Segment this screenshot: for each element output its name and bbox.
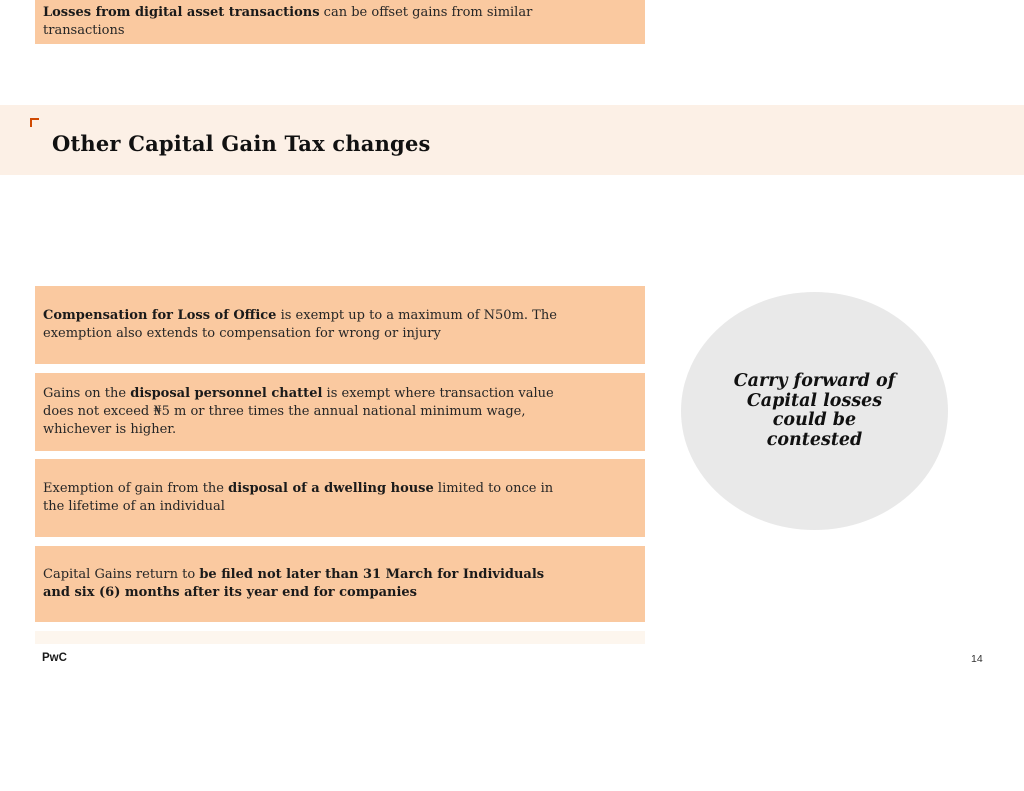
pwc-logo: PwC xyxy=(42,652,67,664)
info-box-text: Gains on the disposal personnel chattel … xyxy=(43,386,554,437)
page-title: Other Capital Gain Tax changes xyxy=(52,131,431,156)
info-box-text: Losses from digital asset transactions c… xyxy=(43,5,533,38)
callout-text: Carry forward of Capital losses could be co… xyxy=(733,371,896,450)
info-box-disposal-dwelling-house: Exemption of gain from the disposal of a… xyxy=(35,459,645,537)
info-box-capital-gains-return-filing: Capital Gains return to be filed not lat… xyxy=(35,546,645,622)
slide-header: Other Capital Gain Tax changes xyxy=(0,105,1024,175)
info-box-text: Capital Gains return to be filed not lat… xyxy=(43,567,545,600)
info-box-text: Compensation for Loss of Office is exemp… xyxy=(43,308,557,341)
info-box-disposal-personnel-chattel: Gains on the disposal personnel chattel … xyxy=(35,373,645,451)
decorative-band xyxy=(35,631,645,644)
info-box-compensation-loss-of-office: Compensation for Loss of Office is exemp… xyxy=(35,286,645,364)
corner-bracket-icon xyxy=(30,118,39,127)
callout-ellipse: Carry forward of Capital losses could be co… xyxy=(681,292,948,530)
page-number: 14 xyxy=(971,653,983,665)
info-box-text: Exemption of gain from the disposal of a… xyxy=(43,481,554,514)
info-box-digital-asset-losses: Losses from digital asset transactions c… xyxy=(35,0,645,44)
